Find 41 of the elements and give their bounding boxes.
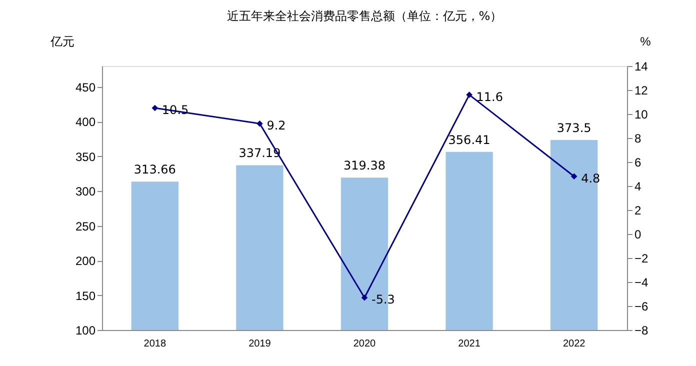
y2-tick-label: −4	[634, 276, 649, 290]
data-label: 313.66	[134, 162, 176, 177]
chart-title: 近五年来全社会消费品零售总额（单位：亿元，%）	[226, 9, 502, 23]
y2-axis-title: %	[640, 34, 652, 48]
x-tick-label: 2021	[458, 338, 481, 350]
y-tick-label: 200	[75, 254, 96, 268]
data-label: -5.3	[372, 292, 395, 307]
x-tick-label: 2020	[353, 338, 376, 350]
point	[152, 104, 158, 112]
data-label: 356.41	[448, 132, 490, 147]
x-tick-label: 2018	[144, 338, 166, 350]
y2-tick-label: 0	[634, 228, 642, 242]
y2-tick-label: 8	[634, 132, 642, 146]
y2-tick-label: 12	[634, 84, 648, 98]
y-axis-title: 亿元	[50, 34, 74, 48]
x-tick-label: 2019	[248, 338, 272, 350]
y2-tick-label: 10	[634, 108, 648, 122]
y2-tick-label: −6	[634, 300, 649, 314]
data-label: 373.5	[556, 120, 592, 135]
y2-tick-label: −8	[634, 324, 649, 338]
y-tick-label: 150	[75, 288, 96, 303]
x-tick-label: 2022	[562, 338, 586, 350]
data-label: 9.2	[266, 118, 286, 133]
y2-tick-label: 6	[634, 156, 642, 170]
y2-tick-label: 2	[634, 204, 642, 218]
data-label: 11.6	[476, 90, 504, 104]
y-tick-label: 250	[75, 219, 96, 234]
point	[361, 294, 368, 301]
point	[256, 120, 263, 127]
y2-tick-label: −2	[634, 252, 649, 266]
data-label: 4.8	[581, 171, 600, 186]
y-tick-label: 350	[75, 150, 96, 164]
point	[570, 173, 578, 180]
y-tick-label: 100	[75, 324, 96, 338]
y-tick-label: 450	[75, 80, 96, 94]
y2-tick-label: 14	[634, 60, 648, 74]
y-tick-label: 300	[75, 184, 96, 199]
y-tick-label: 400	[75, 115, 96, 130]
point	[466, 92, 472, 98]
data-label: 319.38	[344, 158, 386, 173]
y2-tick-label: 4	[634, 180, 642, 194]
